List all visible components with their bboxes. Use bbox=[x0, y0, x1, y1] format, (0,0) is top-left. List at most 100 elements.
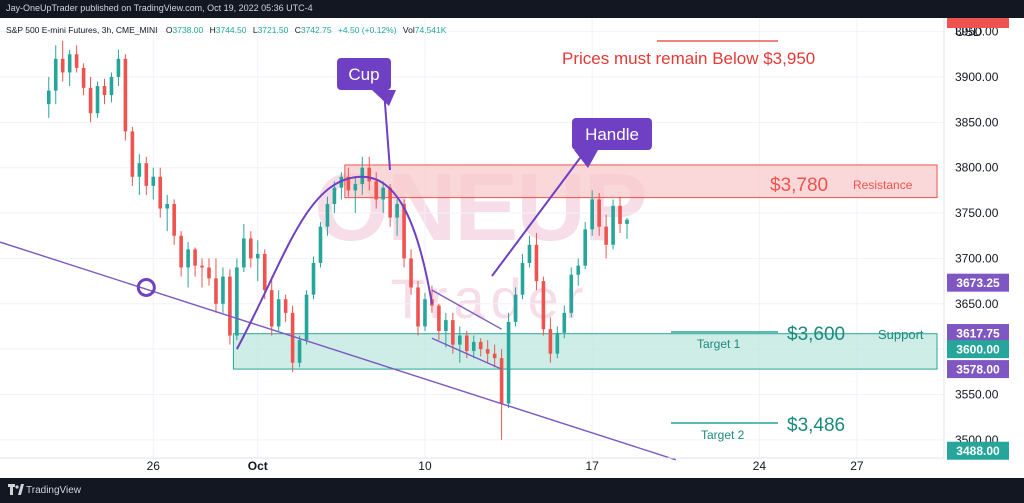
handle-lower-line bbox=[431, 337, 502, 370]
publish-bar: Jay-OneUpTrader published on TradingView… bbox=[0, 0, 1024, 18]
legend-l-label: L bbox=[253, 25, 258, 35]
candle bbox=[423, 292, 427, 331]
candle bbox=[444, 312, 448, 348]
resistance-zone bbox=[344, 164, 938, 199]
price-tick-label: 3900.00 bbox=[955, 70, 999, 84]
candle bbox=[193, 247, 197, 277]
price-axis[interactable]: USD 3950.003900.003850.003800.003750.003… bbox=[943, 18, 999, 458]
candle bbox=[269, 276, 274, 336]
candle bbox=[388, 184, 392, 227]
price-tag: 3617.75 bbox=[947, 324, 1009, 343]
target2-price: $3,486 bbox=[787, 415, 845, 436]
candle bbox=[137, 154, 142, 195]
time-tick-label: 27 bbox=[850, 459, 864, 473]
svg-text:3600.00: 3600.00 bbox=[956, 343, 1000, 357]
chart-area[interactable]: ONEUP Trader S&P 500 E-mini Futures, 3h,… bbox=[0, 18, 1024, 478]
handle-callout: Handle bbox=[491, 118, 652, 277]
legend-o-label: O bbox=[166, 25, 173, 35]
zones bbox=[232, 164, 938, 370]
candle bbox=[492, 344, 497, 368]
candle bbox=[604, 214, 608, 259]
footer-brand: TradingView bbox=[26, 485, 82, 496]
candle bbox=[325, 196, 330, 236]
candle bbox=[242, 223, 246, 273]
candle bbox=[109, 72, 114, 103]
candle bbox=[74, 45, 79, 73]
candle bbox=[172, 199, 176, 245]
candle bbox=[102, 78, 107, 105]
candle bbox=[569, 267, 574, 318]
candle bbox=[590, 190, 594, 236]
drawings bbox=[0, 175, 676, 461]
support-label: Support bbox=[878, 327, 924, 342]
legend-vol-label: Vol bbox=[403, 25, 415, 35]
candle bbox=[207, 258, 211, 286]
time-axis[interactable]: 26 Oct 10 17 24 27 bbox=[0, 457, 944, 473]
candle bbox=[158, 167, 163, 218]
target1-label: Target 1 bbox=[697, 337, 741, 351]
support-price: $3,600 bbox=[787, 324, 845, 345]
candle bbox=[548, 317, 553, 363]
price-tag: 3673.25 bbox=[947, 273, 1009, 292]
candle bbox=[478, 338, 483, 357]
candle bbox=[513, 287, 518, 327]
price-tick-label: 3550.00 bbox=[955, 387, 999, 401]
candle bbox=[297, 335, 302, 368]
candle bbox=[276, 290, 281, 331]
footer-bar: TradingView bbox=[0, 478, 1024, 503]
svg-text:3617.75: 3617.75 bbox=[956, 327, 1000, 341]
candle bbox=[583, 222, 588, 270]
warning-text: Prices must remain Below $3,950 bbox=[562, 49, 815, 68]
candle bbox=[221, 267, 225, 313]
legend-high: 3744.50 bbox=[216, 25, 247, 35]
legend-open: 3738.00 bbox=[172, 25, 203, 35]
handle-label: Handle bbox=[585, 125, 639, 144]
candle bbox=[318, 222, 323, 268]
candle bbox=[555, 326, 560, 359]
time-tick-label: 24 bbox=[753, 459, 767, 473]
candle bbox=[520, 253, 525, 300]
candle bbox=[123, 54, 128, 141]
candle bbox=[625, 218, 629, 239]
resistance-label: Resistance bbox=[853, 178, 913, 192]
candle bbox=[506, 312, 511, 409]
candle bbox=[60, 40, 65, 82]
svg-text:3578.00: 3578.00 bbox=[956, 363, 1000, 377]
candle bbox=[228, 269, 232, 345]
candle bbox=[611, 199, 615, 250]
candle bbox=[214, 258, 218, 313]
candle bbox=[367, 156, 372, 191]
candle bbox=[165, 194, 170, 232]
candle bbox=[144, 156, 149, 195]
candles bbox=[46, 40, 629, 440]
price-tick-label: 3850.00 bbox=[955, 115, 999, 129]
price-tag: 3578.00 bbox=[947, 360, 1009, 379]
candle bbox=[116, 49, 121, 87]
candle bbox=[395, 199, 399, 236]
time-tick-label: 10 bbox=[418, 459, 432, 473]
chart-svg[interactable]: ONEUP Trader S&P 500 E-mini Futures, 3h,… bbox=[0, 18, 1024, 478]
svg-text:3673.25: 3673.25 bbox=[956, 276, 1000, 290]
candle bbox=[249, 231, 253, 268]
candle bbox=[541, 276, 546, 336]
candle bbox=[130, 126, 135, 186]
candle bbox=[262, 249, 267, 300]
candle bbox=[311, 256, 316, 300]
price-tick-label: 3700.00 bbox=[955, 251, 999, 265]
price-tick-label: 3950.00 bbox=[955, 25, 999, 39]
candle bbox=[81, 63, 86, 96]
candle bbox=[618, 196, 622, 234]
candle bbox=[88, 76, 93, 123]
legend-h-label: H bbox=[210, 25, 216, 35]
svg-text:3488.00: 3488.00 bbox=[956, 444, 1000, 458]
candle bbox=[437, 303, 441, 341]
price-tick-label: 3650.00 bbox=[955, 297, 999, 311]
candle bbox=[527, 235, 532, 268]
candle bbox=[374, 172, 379, 209]
time-tick-label: Oct bbox=[248, 459, 268, 473]
candle bbox=[346, 167, 351, 197]
descending-trendline bbox=[0, 241, 676, 461]
candle bbox=[562, 305, 567, 339]
support-zone bbox=[232, 333, 938, 370]
